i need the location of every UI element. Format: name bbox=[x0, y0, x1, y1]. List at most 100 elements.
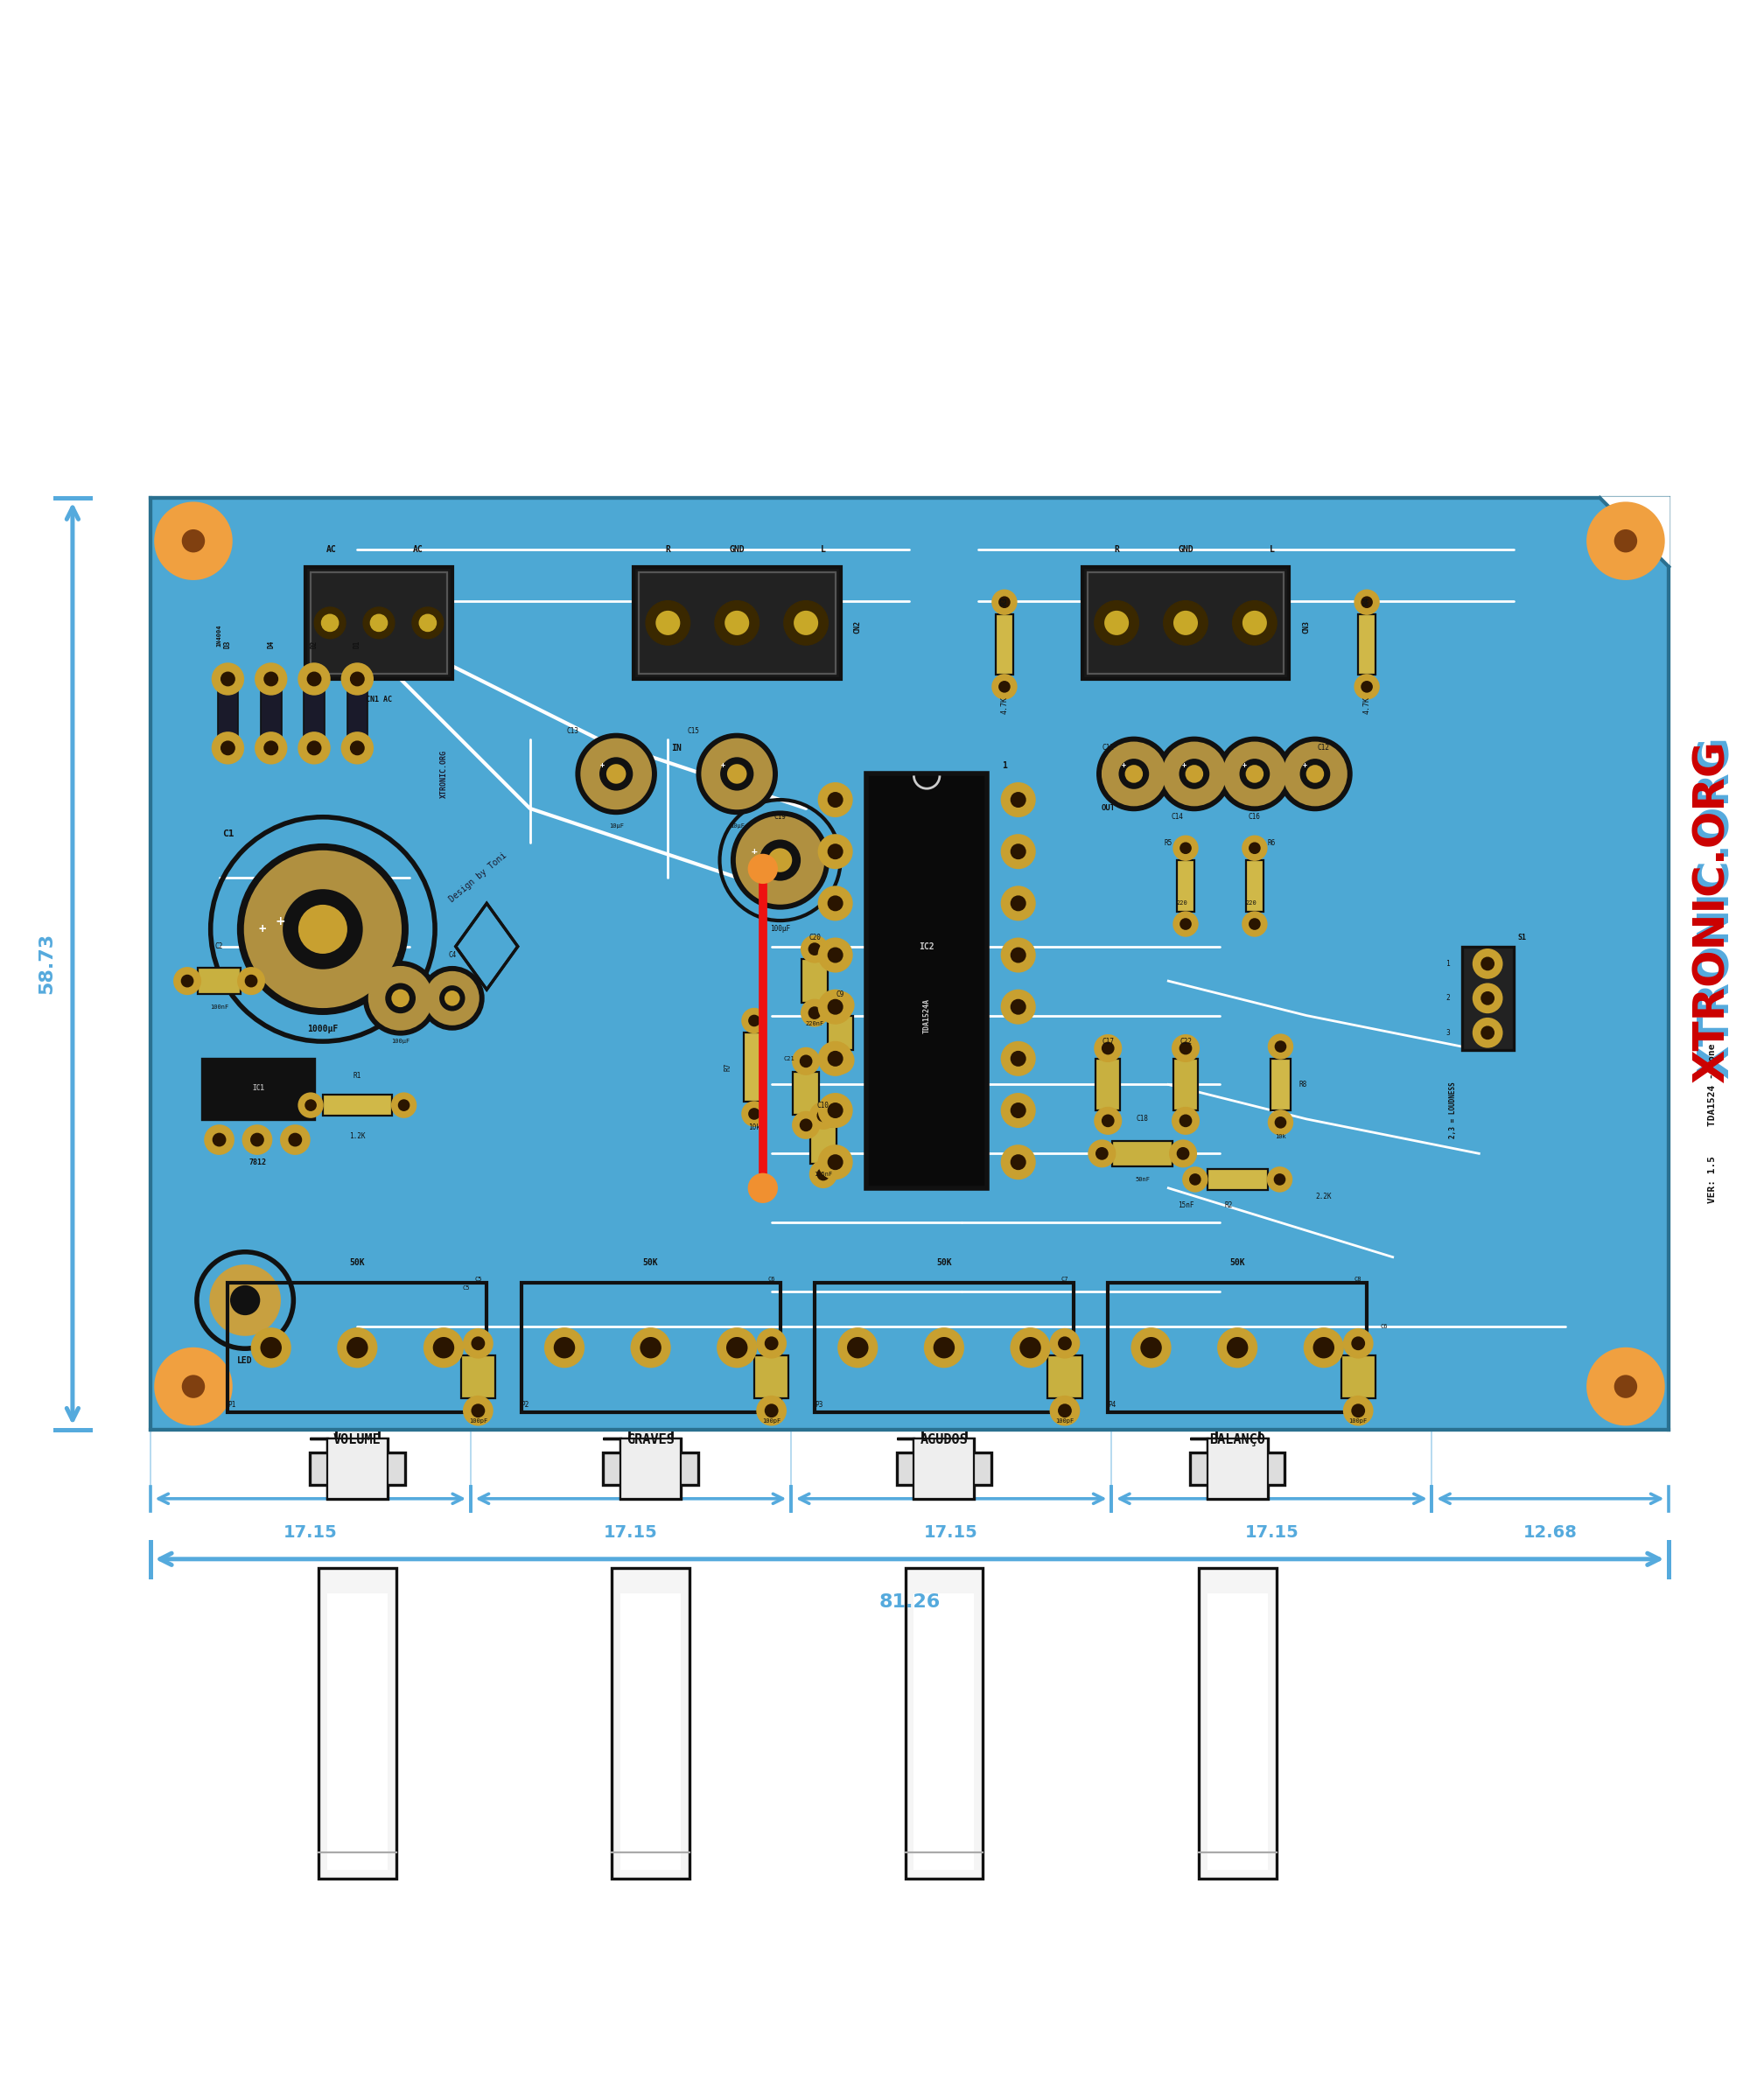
Circle shape bbox=[1097, 737, 1171, 811]
Circle shape bbox=[411, 607, 443, 638]
Circle shape bbox=[364, 962, 438, 1035]
Circle shape bbox=[721, 758, 752, 790]
Text: +: + bbox=[1242, 762, 1246, 769]
Bar bbox=[1048, 1354, 1082, 1399]
Circle shape bbox=[696, 735, 777, 813]
Circle shape bbox=[1276, 1042, 1284, 1052]
Circle shape bbox=[1587, 504, 1664, 580]
Circle shape bbox=[600, 758, 632, 790]
Text: GRAVES: GRAVES bbox=[626, 1432, 674, 1447]
Text: +: + bbox=[721, 762, 724, 769]
Text: C6: C6 bbox=[768, 1277, 775, 1283]
Text: 1.2K: 1.2K bbox=[350, 1132, 366, 1140]
Circle shape bbox=[1012, 1155, 1026, 1170]
Polygon shape bbox=[1600, 498, 1669, 567]
Circle shape bbox=[1012, 897, 1026, 909]
Text: C15: C15 bbox=[688, 727, 700, 735]
Text: C2: C2 bbox=[215, 943, 224, 951]
Text: OUT: OUT bbox=[1101, 804, 1115, 813]
Text: +: + bbox=[751, 846, 758, 857]
Text: 4.7K: 4.7K bbox=[1363, 695, 1370, 714]
Circle shape bbox=[793, 1113, 819, 1138]
Circle shape bbox=[1003, 1147, 1034, 1178]
Circle shape bbox=[1180, 760, 1207, 788]
Text: R4: R4 bbox=[1363, 596, 1370, 605]
Text: R7: R7 bbox=[724, 1063, 732, 1071]
Text: R1: R1 bbox=[354, 1071, 360, 1079]
Text: CN3: CN3 bbox=[1302, 622, 1311, 634]
Bar bbox=[1208, 1439, 1267, 1499]
Text: VER: 1.5: VER: 1.5 bbox=[1708, 1155, 1717, 1203]
Text: 50nF: 50nF bbox=[1136, 1176, 1150, 1182]
Bar bbox=[322, 1094, 392, 1115]
Bar bbox=[306, 567, 452, 678]
Text: 1N4004: 1N4004 bbox=[217, 624, 222, 647]
Circle shape bbox=[732, 813, 828, 909]
Circle shape bbox=[555, 1338, 574, 1357]
Circle shape bbox=[828, 1048, 854, 1073]
Text: 100pF: 100pF bbox=[1055, 1418, 1074, 1424]
Text: 17.15: 17.15 bbox=[284, 1525, 338, 1541]
Text: C21: C21 bbox=[784, 1056, 794, 1060]
Circle shape bbox=[849, 1338, 868, 1357]
Bar bbox=[1087, 571, 1284, 674]
Text: 50K: 50K bbox=[350, 1258, 366, 1266]
Circle shape bbox=[1284, 743, 1346, 804]
Circle shape bbox=[830, 1000, 842, 1014]
Text: 2,3 = LOUDNESS: 2,3 = LOUDNESS bbox=[1449, 1082, 1458, 1138]
Bar bbox=[1270, 1058, 1292, 1111]
Text: S1: S1 bbox=[1517, 934, 1526, 941]
Circle shape bbox=[1106, 611, 1127, 634]
Bar bbox=[754, 1354, 789, 1399]
Circle shape bbox=[434, 1338, 453, 1357]
Circle shape bbox=[1096, 1035, 1120, 1060]
Circle shape bbox=[714, 601, 760, 645]
Circle shape bbox=[308, 672, 320, 685]
Bar bbox=[639, 571, 835, 674]
Bar bbox=[1208, 1170, 1267, 1191]
Text: IC1: IC1 bbox=[252, 1084, 264, 1092]
Text: C7: C7 bbox=[1060, 1277, 1069, 1283]
Circle shape bbox=[1003, 1094, 1034, 1128]
Circle shape bbox=[1059, 1405, 1071, 1415]
Text: 1000μF: 1000μF bbox=[308, 1025, 338, 1033]
Circle shape bbox=[343, 664, 373, 695]
Text: AC: AC bbox=[413, 546, 424, 554]
Circle shape bbox=[766, 1338, 777, 1348]
Bar bbox=[621, 1439, 681, 1499]
Circle shape bbox=[156, 504, 231, 580]
Circle shape bbox=[742, 1102, 766, 1126]
Circle shape bbox=[1354, 674, 1379, 699]
Text: D2: D2 bbox=[310, 640, 318, 649]
Circle shape bbox=[1003, 886, 1034, 920]
Bar bbox=[1174, 1058, 1197, 1111]
Circle shape bbox=[1228, 1338, 1248, 1357]
Text: L: L bbox=[1269, 546, 1274, 554]
Circle shape bbox=[1279, 737, 1351, 811]
Circle shape bbox=[1164, 743, 1225, 804]
Circle shape bbox=[256, 733, 287, 762]
Circle shape bbox=[728, 1338, 747, 1357]
Circle shape bbox=[1615, 1376, 1636, 1396]
Text: 17.15: 17.15 bbox=[924, 1525, 978, 1541]
Text: 220: 220 bbox=[1246, 901, 1256, 905]
Circle shape bbox=[420, 615, 436, 630]
Circle shape bbox=[1218, 737, 1292, 811]
Bar bbox=[217, 687, 238, 739]
Circle shape bbox=[819, 991, 852, 1023]
Bar bbox=[327, 1439, 387, 1499]
Circle shape bbox=[1344, 1396, 1372, 1424]
Circle shape bbox=[1012, 1329, 1050, 1367]
Text: CN2: CN2 bbox=[854, 622, 861, 634]
Circle shape bbox=[632, 1329, 670, 1367]
Bar bbox=[810, 1126, 836, 1163]
Circle shape bbox=[1097, 1149, 1108, 1159]
Circle shape bbox=[422, 968, 483, 1029]
Circle shape bbox=[214, 1134, 226, 1144]
Bar bbox=[1461, 947, 1514, 1050]
Circle shape bbox=[1474, 949, 1502, 979]
Circle shape bbox=[742, 1008, 766, 1033]
Bar bbox=[866, 775, 987, 1189]
Text: AC: AC bbox=[326, 546, 336, 554]
Circle shape bbox=[243, 1126, 271, 1153]
